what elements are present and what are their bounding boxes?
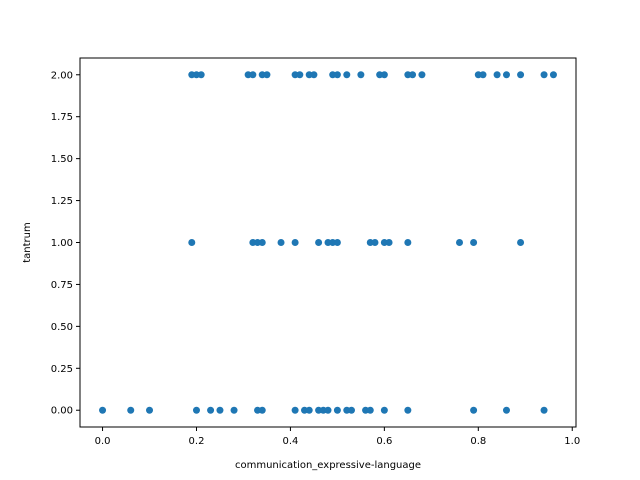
y-tick-label: 0.00 [51,406,73,417]
data-point [291,406,299,414]
data-point [263,71,271,79]
x-tick-label: 0.6 [376,436,392,447]
y-tick-label: 1.25 [51,196,73,207]
data-point [357,71,365,79]
data-point [197,71,205,79]
data-point [493,71,501,79]
data-point [540,406,548,414]
data-point [249,71,257,79]
x-axis-label: communication_expressive-language [235,460,421,471]
data-point [380,406,388,414]
data-point [146,406,154,414]
data-point [404,406,412,414]
data-point [343,71,351,79]
ticks-layer: 0.0 0.2 0.4 0.6 0.8 1.0 0.00 0.25 0.50 0.75 1.00 1.… [51,70,580,447]
data-point [470,406,478,414]
data-point [324,406,332,414]
data-point [502,406,510,414]
y-tick-label: 1.50 [51,154,73,165]
data-point [418,71,426,79]
data-point [258,406,266,414]
data-point [502,71,510,79]
data-point [517,239,525,246]
data-point [230,406,238,414]
data-point [549,71,557,79]
y-tick-label: 1.00 [51,238,73,249]
data-point [380,71,388,79]
data-point [333,71,341,79]
data-point [99,406,107,414]
data-point [188,239,196,246]
y-tick-label: 1.75 [51,112,73,123]
y-tick-label: 0.75 [51,280,73,291]
data-point [310,71,318,79]
data-point [333,239,341,246]
x-tick-label: 0.0 [95,436,111,447]
data-point [470,239,478,246]
data-point [305,406,313,414]
data-point [333,406,341,414]
data-point [479,71,487,79]
data-point [216,406,224,414]
data-point [127,406,135,414]
data-point [258,239,266,246]
data-point [347,406,355,414]
x-tick-label: 0.4 [282,436,298,447]
y-tick-label: 0.25 [51,364,73,375]
data-point [207,406,215,414]
x-tick-label: 0.2 [189,436,205,447]
data-point [371,239,379,246]
y-tick-label: 0.50 [51,322,73,333]
points-layer [99,71,557,414]
data-point [540,71,548,79]
data-point [315,239,323,246]
data-point [456,239,464,246]
data-point [291,239,299,246]
y-tick-label: 2.00 [51,70,73,81]
data-point [517,71,525,79]
data-point [404,239,412,246]
x-tick-label: 1.0 [564,436,580,447]
data-point [192,406,200,414]
data-point [409,71,417,79]
x-tick-label: 0.8 [470,436,486,447]
data-point [296,71,304,79]
data-point [366,406,374,414]
plot-frame [79,57,577,428]
data-point [385,239,393,246]
data-point [277,239,285,246]
y-axis-label: tantrum [22,222,33,263]
